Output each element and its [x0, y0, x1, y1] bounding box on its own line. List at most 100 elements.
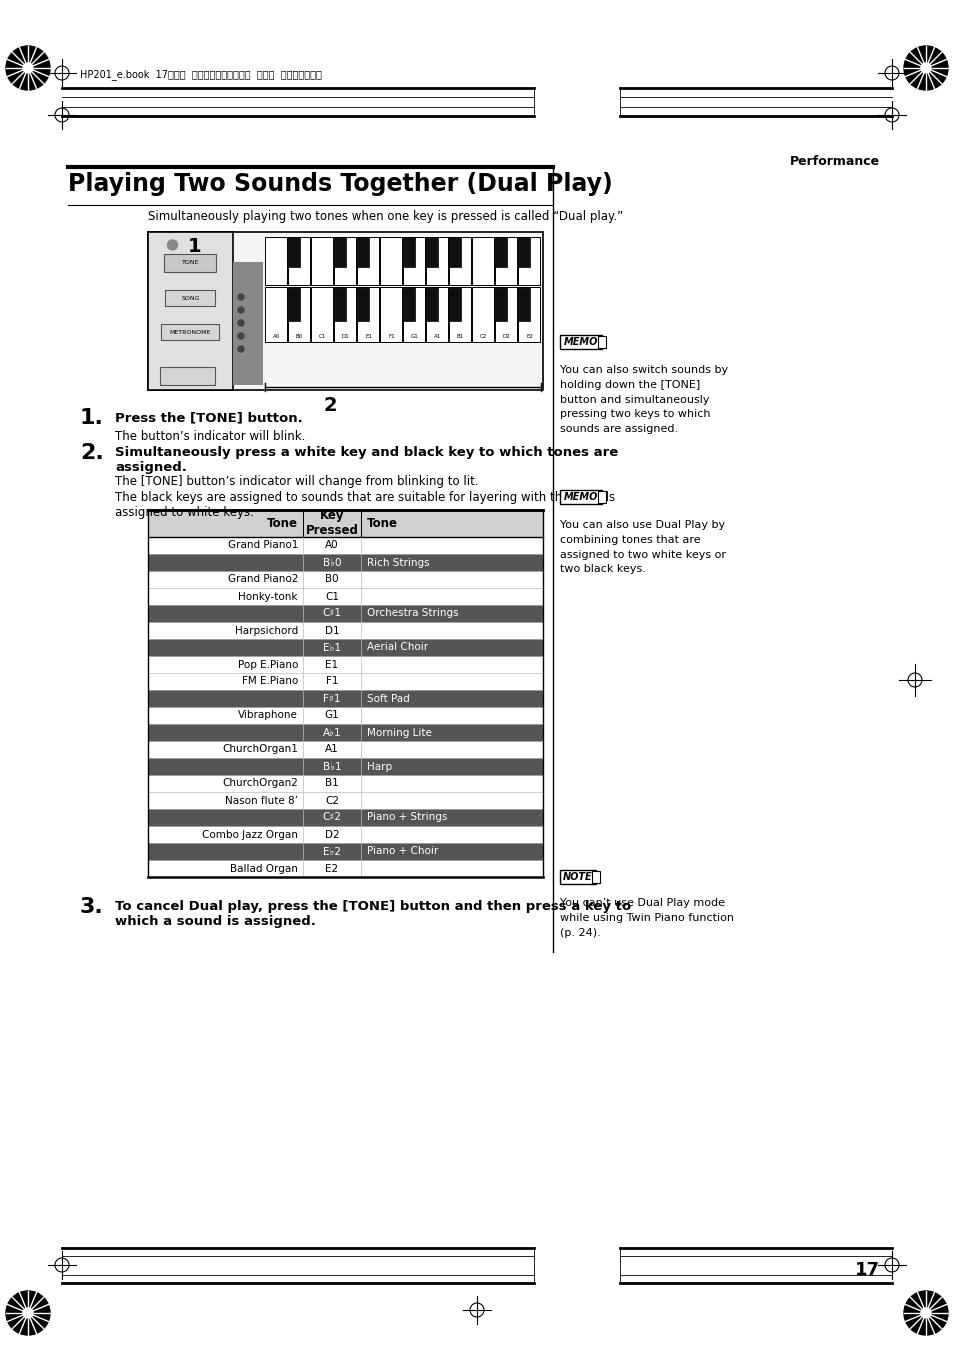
Circle shape: [237, 295, 244, 300]
Text: B0: B0: [295, 334, 303, 339]
Text: F1: F1: [325, 677, 338, 686]
Text: Piano + Strings: Piano + Strings: [367, 812, 447, 823]
Text: METRONOME: METRONOME: [170, 330, 211, 335]
Text: E♭2: E♭2: [518, 292, 528, 297]
Bar: [165, 290, 215, 305]
Text: Performance: Performance: [789, 155, 879, 168]
Text: B♭0: B♭0: [322, 558, 341, 567]
Bar: [265, 286, 287, 342]
Text: You can’t use Dual Play mode
while using Twin Piano function
(p. 24).: You can’t use Dual Play mode while using…: [559, 898, 733, 938]
Text: Rich Strings: Rich Strings: [367, 558, 429, 567]
Bar: [495, 236, 517, 285]
Text: The black keys are assigned to sounds that are suitable for layering with the so: The black keys are assigned to sounds th…: [115, 490, 615, 519]
Bar: [164, 254, 216, 272]
Circle shape: [903, 46, 947, 91]
Bar: [148, 825, 542, 843]
Text: NOTE: NOTE: [562, 871, 592, 882]
Bar: [148, 621, 542, 639]
Text: B♭1: B♭1: [322, 762, 341, 771]
Text: 1.: 1.: [80, 408, 104, 428]
Bar: [559, 870, 596, 884]
Text: A1: A1: [325, 744, 338, 754]
Bar: [160, 367, 214, 385]
Text: 2.: 2.: [80, 443, 104, 463]
Text: Grand Piano1: Grand Piano1: [228, 540, 297, 550]
Bar: [518, 286, 539, 342]
Bar: [148, 536, 542, 554]
Bar: [148, 673, 542, 690]
Bar: [592, 871, 599, 884]
Bar: [288, 236, 310, 285]
Bar: [426, 236, 448, 285]
Circle shape: [6, 46, 50, 91]
Text: Simultaneously press a white key and black key to which tones are
assigned.: Simultaneously press a white key and bla…: [115, 446, 618, 474]
Bar: [233, 262, 263, 385]
Bar: [424, 236, 437, 266]
Bar: [148, 639, 542, 657]
Bar: [401, 236, 415, 266]
Bar: [148, 707, 542, 724]
Bar: [148, 509, 542, 536]
Bar: [161, 324, 219, 340]
Bar: [357, 286, 378, 342]
Bar: [517, 236, 530, 266]
Text: E♭2: E♭2: [323, 847, 340, 857]
Text: E♭1: E♭1: [323, 643, 340, 653]
Text: Nason flute 8’: Nason flute 8’: [225, 796, 297, 805]
Bar: [148, 843, 542, 861]
Circle shape: [903, 1292, 947, 1335]
Bar: [493, 236, 506, 266]
Bar: [148, 571, 542, 588]
Circle shape: [168, 240, 177, 250]
Bar: [355, 236, 369, 266]
Text: Grand Piano2: Grand Piano2: [228, 574, 297, 585]
Text: A♭1: A♭1: [426, 292, 436, 297]
Circle shape: [237, 346, 244, 353]
Bar: [286, 286, 299, 322]
Text: Harp: Harp: [367, 762, 392, 771]
Text: Morning Lite: Morning Lite: [367, 727, 432, 738]
Bar: [357, 236, 378, 285]
Text: Piano + Choir: Piano + Choir: [367, 847, 437, 857]
Text: G1: G1: [410, 334, 418, 339]
Text: F♯1: F♯1: [403, 292, 413, 297]
Bar: [380, 286, 401, 342]
Text: 2: 2: [323, 396, 336, 415]
Text: F1: F1: [388, 334, 395, 339]
Text: F♯1: F♯1: [323, 693, 340, 704]
Text: C♯2: C♯2: [322, 812, 341, 823]
Text: B♭1: B♭1: [449, 292, 458, 297]
Circle shape: [237, 320, 244, 326]
Text: Ballad Organ: Ballad Organ: [230, 863, 297, 874]
Bar: [447, 286, 460, 322]
Text: You can also switch sounds by
holding down the [TONE]
button and simultaneously
: You can also switch sounds by holding do…: [559, 365, 727, 434]
Text: Playing Two Sounds Together (Dual Play): Playing Two Sounds Together (Dual Play): [68, 172, 612, 196]
Text: B0: B0: [325, 574, 338, 585]
Text: Vibraphone: Vibraphone: [238, 711, 297, 720]
Text: C1: C1: [325, 592, 338, 601]
Text: C♯1: C♯1: [334, 292, 344, 297]
Bar: [493, 286, 506, 322]
Text: E2: E2: [525, 334, 533, 339]
Text: 17: 17: [854, 1260, 879, 1279]
Bar: [148, 588, 542, 605]
Bar: [148, 775, 542, 792]
Text: E♭1: E♭1: [357, 292, 367, 297]
Text: 1: 1: [188, 236, 202, 255]
Text: Simultaneously playing two tones when one key is pressed is called “Dual play.”: Simultaneously playing two tones when on…: [148, 209, 622, 223]
Text: D1: D1: [324, 626, 339, 635]
Text: B1: B1: [456, 334, 463, 339]
Bar: [449, 286, 471, 342]
Text: You can also use Dual Play by
combining tones that are
assigned to two white key: You can also use Dual Play by combining …: [559, 520, 725, 574]
Text: TONE: TONE: [182, 261, 199, 266]
Bar: [335, 286, 355, 342]
Text: C1: C1: [318, 334, 326, 339]
Text: MEMO: MEMO: [563, 492, 598, 503]
Bar: [312, 236, 333, 285]
Bar: [424, 286, 437, 322]
Bar: [333, 286, 346, 322]
Bar: [426, 286, 448, 342]
Text: To cancel Dual play, press the [TONE] button and then press a key to
which a sou: To cancel Dual play, press the [TONE] bu…: [115, 900, 631, 928]
Bar: [148, 232, 542, 390]
Text: Soft Pad: Soft Pad: [367, 693, 410, 704]
